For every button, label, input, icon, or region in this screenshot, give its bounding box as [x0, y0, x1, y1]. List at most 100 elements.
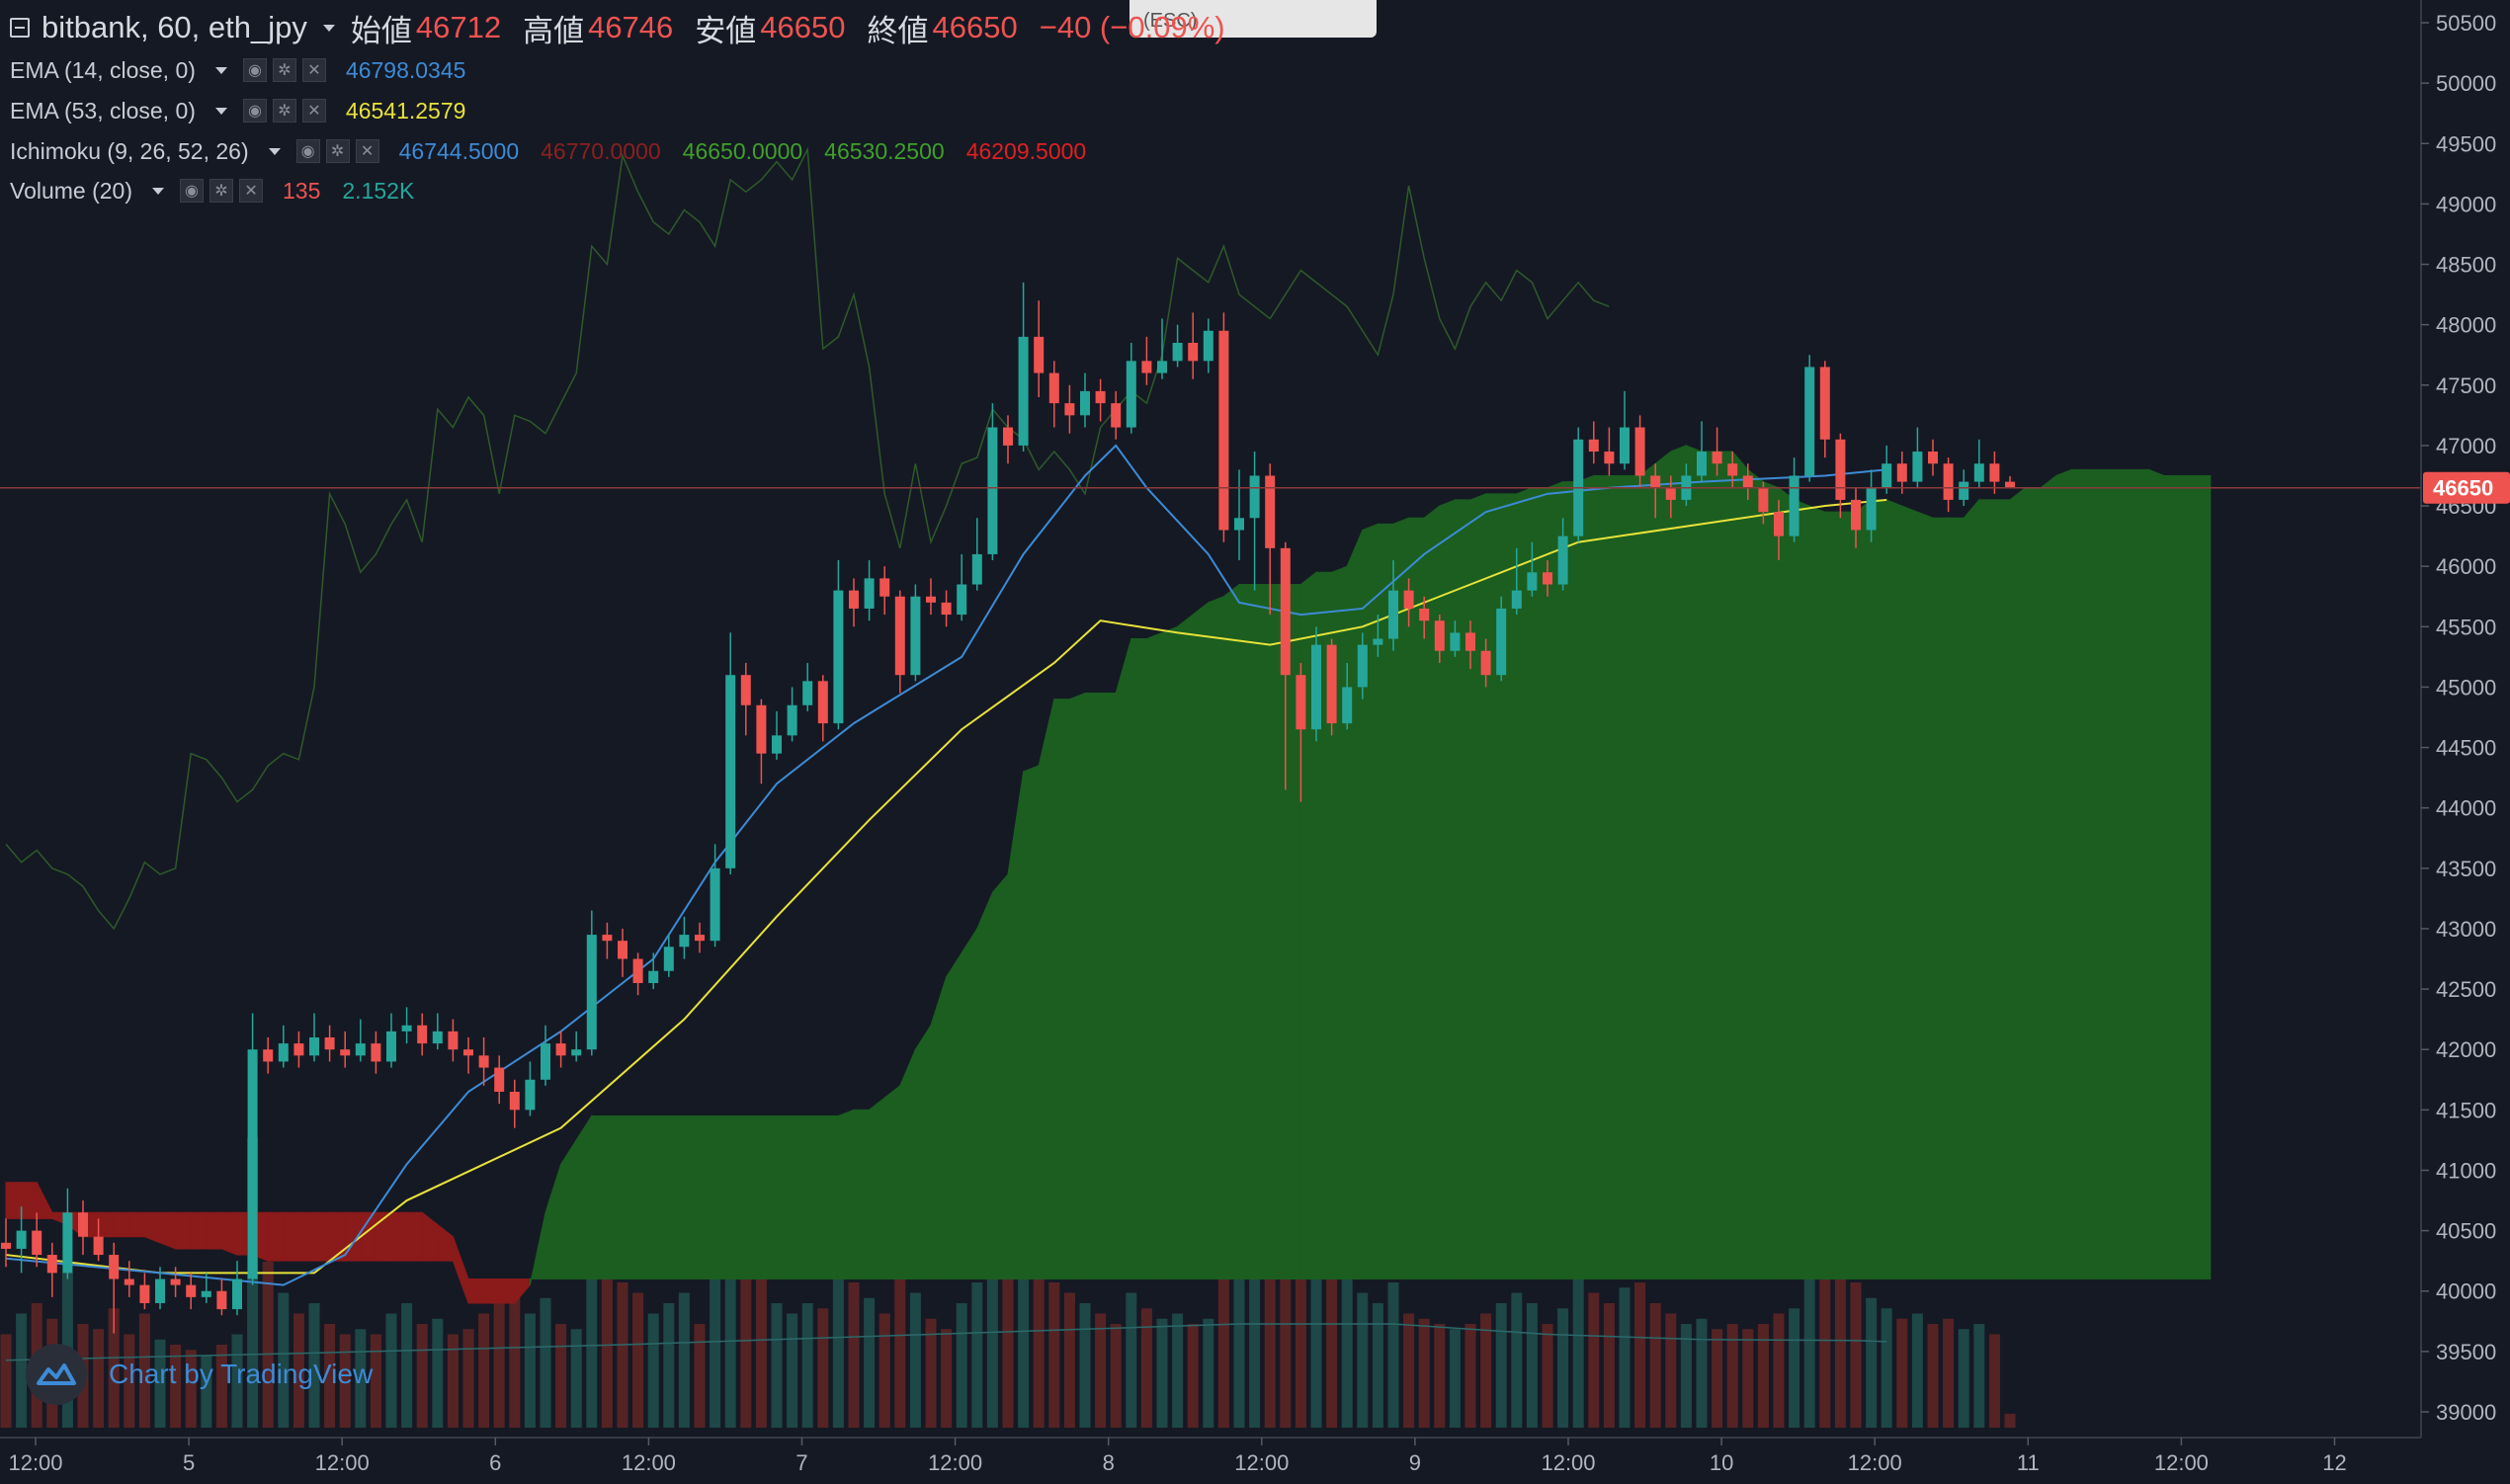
- candle-body: [1496, 608, 1507, 676]
- ema14-line: [5, 444, 1887, 1286]
- candle: [602, 922, 613, 959]
- candle: [1034, 300, 1045, 398]
- candle: [1557, 518, 1568, 591]
- candle-body: [740, 675, 751, 705]
- candle: [1373, 615, 1383, 657]
- close-icon[interactable]: ✕: [239, 179, 264, 203]
- price-tick-label: 50500: [2436, 11, 2496, 36]
- chevron-down-icon[interactable]: [268, 147, 281, 155]
- candle-body: [987, 427, 998, 554]
- candle-body: [1943, 463, 1954, 500]
- candle: [432, 1013, 443, 1050]
- gear-icon[interactable]: ✲: [272, 99, 296, 123]
- chevron-down-icon[interactable]: [214, 66, 227, 74]
- candle: [1665, 475, 1676, 519]
- candle-body: [648, 970, 659, 983]
- cloud-segment: [1100, 693, 1117, 1280]
- volume-bar: [832, 1189, 844, 1428]
- candle-body: [1866, 487, 1877, 531]
- eye-icon[interactable]: ◉: [180, 179, 205, 203]
- volume-bar: [1958, 1329, 1969, 1428]
- chevron-down-icon[interactable]: [322, 24, 335, 32]
- candle-body: [1480, 650, 1491, 676]
- candle: [1511, 547, 1522, 616]
- price-tick-label: 44000: [2436, 796, 2496, 821]
- candle-body: [386, 1031, 396, 1062]
- volume-bar: [986, 1220, 998, 1428]
- price-axis: 50500 50000 49500 49000 48500 48000 47500 47000…: [2420, 0, 2510, 1484]
- price-tick-label: 46000: [2436, 554, 2496, 579]
- candle-body: [1928, 452, 1938, 464]
- indicator-name[interactable]: EMA (53, close, 0): [10, 97, 196, 124]
- candle-body: [541, 1043, 550, 1080]
- chevron-down-icon[interactable]: [214, 107, 227, 115]
- indicator-row[interactable]: EMA (53, close, 0) ◉ ✲ ✕ 46541.2579: [10, 94, 487, 127]
- candle: [1095, 378, 1106, 422]
- cloud-segment: [1577, 474, 1595, 1280]
- candle-body: [1265, 475, 1276, 548]
- lagging-path: [5, 146, 1610, 931]
- candle-body: [417, 1025, 428, 1044]
- close-icon[interactable]: ✕: [355, 139, 379, 163]
- symbol-name[interactable]: bitbank, 60, eth_jpy: [42, 10, 307, 44]
- candle-body: [1896, 463, 1907, 482]
- indicator-row[interactable]: EMA (14, close, 0) ◉ ✲ ✕ 46798.0345: [10, 53, 487, 87]
- candle-body: [1634, 427, 1645, 476]
- collapse-icon[interactable]: [10, 18, 30, 38]
- gear-icon[interactable]: ✲: [272, 58, 296, 82]
- volume-bar: [170, 1345, 182, 1428]
- close-icon[interactable]: ✕: [301, 58, 326, 82]
- volume-bar: [308, 1303, 320, 1428]
- symbol-header: bitbank, 60, eth_jpy 始値 46712 高値 46746 安…: [10, 6, 1247, 49]
- indicator-controls: ◉ ✲ ✕: [242, 99, 332, 123]
- cloud-segment: [1963, 498, 1980, 1280]
- indicator-name[interactable]: Volume (20): [10, 177, 133, 204]
- indicator-row[interactable]: Ichimoku (9, 26, 52, 26) ◉ ✲ ✕ 46744.5000 467…: [10, 134, 1108, 168]
- cloud-segment: [1238, 584, 1256, 1280]
- candle-body: [1357, 644, 1368, 688]
- candle: [1080, 372, 1090, 428]
- indicator-name[interactable]: EMA (14, close, 0): [10, 56, 196, 83]
- candle: [725, 632, 736, 874]
- indicator-name[interactable]: Ichimoku (9, 26, 52, 26): [10, 137, 249, 164]
- indicator-row[interactable]: Volume (20) ◉ ✲ ✕ 135 2.152K: [10, 174, 436, 207]
- candle: [879, 566, 890, 616]
- chevron-down-icon[interactable]: [152, 187, 165, 195]
- volume-bar: [909, 1292, 921, 1428]
- candle: [494, 1055, 505, 1105]
- gear-icon[interactable]: ✲: [209, 179, 234, 203]
- volume-bar: [1943, 1318, 1955, 1428]
- cloud-segment: [2147, 468, 2165, 1280]
- eye-icon[interactable]: ◉: [242, 99, 267, 123]
- candle-body: [1064, 403, 1075, 416]
- cloud-segment: [2025, 487, 2042, 1280]
- cloud-segment: [1562, 481, 1579, 1280]
- cloud-segment: [899, 1049, 916, 1280]
- volume-bar: [1264, 1199, 1276, 1428]
- volume-bar: [524, 1313, 536, 1428]
- candle-body: [1157, 361, 1167, 373]
- eye-icon[interactable]: ◉: [295, 139, 320, 163]
- cloud-segment: [837, 1109, 855, 1280]
- tradingview-brand[interactable]: Chart by TradingView: [26, 1344, 373, 1405]
- candle: [648, 952, 659, 990]
- candle-body: [1, 1242, 11, 1249]
- candle: [787, 687, 797, 742]
- cloud-segment: [792, 1114, 808, 1280]
- gear-icon[interactable]: ✲: [325, 139, 350, 163]
- cloud-segment: [883, 1084, 901, 1280]
- volume-bar: [1742, 1329, 1754, 1428]
- candle-body: [1203, 330, 1213, 362]
- candle-body: [1342, 687, 1353, 724]
- close-icon[interactable]: ✕: [301, 99, 326, 123]
- candle: [1650, 463, 1661, 519]
- volume-ma-line: [5, 1323, 1887, 1361]
- cloud-segment: [297, 1211, 315, 1262]
- eye-icon[interactable]: ◉: [242, 58, 267, 82]
- candle: [926, 578, 936, 616]
- candle: [124, 1261, 134, 1297]
- candle-body: [216, 1290, 227, 1310]
- time-tick-label: 12: [2322, 1450, 2346, 1475]
- close-value: 46650: [932, 10, 1018, 44]
